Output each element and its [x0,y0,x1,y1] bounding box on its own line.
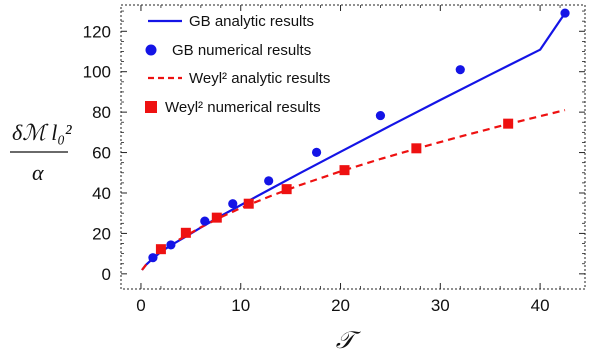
legend-label-weyl2-numerical: Weyl² numerical results [165,99,321,116]
gb-numerical-point [311,147,322,157]
y-tick-label: 80 [92,103,111,122]
y-axis-label-numerator: δℳ l₀² [12,120,72,145]
gb-numerical-point [560,8,570,18]
gb-numerical-point [375,110,386,121]
legend-swatch-gb-numerical [145,44,157,56]
legend-label-gb-analytic: GB analytic results [189,13,314,30]
x-tick-label: 30 [431,296,450,315]
gb-numerical-point [264,176,274,186]
legend: GB analytic results GB numerical results W… [145,13,330,116]
legend-label-gb-numerical: GB numerical results [172,42,311,59]
x-axis-label: 𝒯 [336,328,362,354]
series-layer [141,8,570,271]
weyl2-numerical-point [339,165,350,176]
gb-numerical-point [455,65,465,75]
y-tick-label: 120 [83,22,111,41]
weyl2-numerical-point [281,184,292,195]
y-tick-label: 60 [92,144,111,163]
x-tick-label: 10 [231,296,250,315]
series-line-gb-analytic [141,12,566,271]
weyl2-numerical-point [155,244,166,255]
weyl2-numerical-point [503,118,514,129]
legend-swatch-weyl2-numerical [145,101,157,113]
series-line-weyl2-analytic [141,109,566,271]
y-tick-label: 100 [83,63,111,82]
y-tick-label: 20 [92,224,111,243]
y-tick-label: 0 [102,265,111,284]
gb-numerical-point [166,240,176,250]
x-tick-label: 20 [331,296,350,315]
plot-frame-border [120,4,586,290]
legend-label-weyl2-analytic: Weyl² analytic results [189,70,330,87]
gb-numerical-point [148,253,158,263]
weyl2-numerical-point [211,212,222,223]
y-axis-label-denominator: α [32,160,44,185]
x-tick-label: 40 [531,296,550,315]
plot-frame [120,4,586,290]
weyl2-numerical-point [243,198,254,209]
x-tick-label: 0 [136,296,145,315]
y-tick-label: 40 [92,184,111,203]
y-axis-label: δℳ l₀² α [10,120,72,185]
gb-numerical-point [200,216,210,226]
gb-numerical-point [228,199,238,209]
weyl2-numerical-point [180,227,191,238]
weyl2-numerical-point [411,143,422,154]
axis-ticks: 0 10 20 30 40 0 20 40 60 80 100 120 [83,5,585,315]
